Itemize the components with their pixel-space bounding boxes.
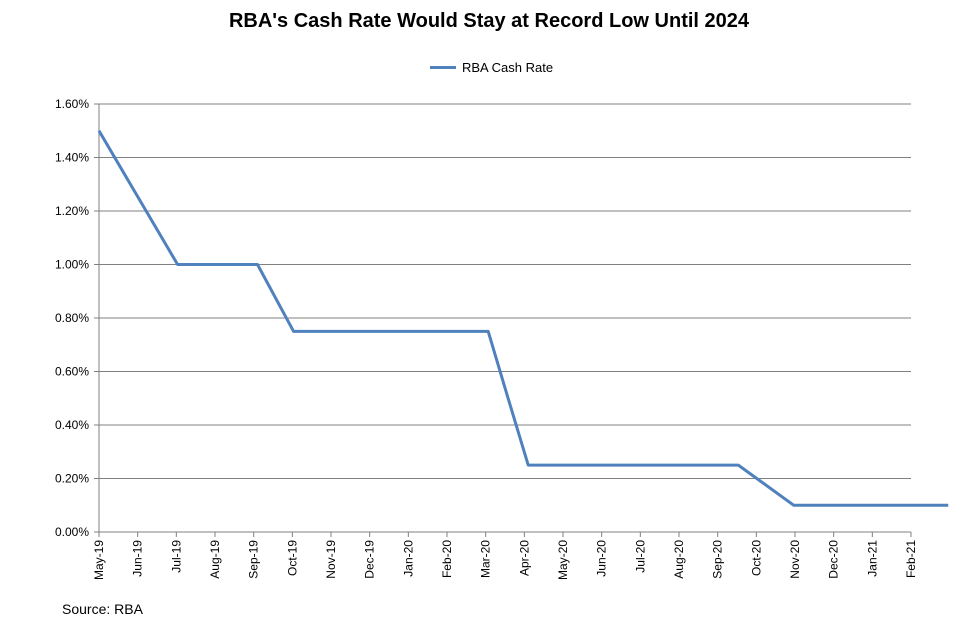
x-tick-label: Feb-20 xyxy=(440,540,454,578)
y-tick-label: 0.40% xyxy=(55,418,89,432)
legend: RBA Cash Rate xyxy=(430,58,553,76)
x-tick-label: Mar-20 xyxy=(479,540,493,578)
x-tick-label: Aug-19 xyxy=(208,540,222,579)
y-tick-label: 0.60% xyxy=(55,365,89,379)
x-tick-label: Dec-20 xyxy=(827,540,841,579)
x-tick-label: Jan-20 xyxy=(401,540,415,577)
x-tick-label: Nov-19 xyxy=(324,540,338,579)
x-tick-label: Oct-20 xyxy=(749,540,763,576)
series-line xyxy=(97,130,949,507)
x-tick-label: Jun-19 xyxy=(131,540,145,577)
y-tick-label: 0.20% xyxy=(55,472,89,486)
y-tick-label: 1.00% xyxy=(55,258,89,272)
y-tick-label: 0.00% xyxy=(55,525,89,539)
x-tick-label: Feb-21 xyxy=(904,540,918,578)
x-tick-label: Sep-19 xyxy=(247,540,261,579)
x-tick-label: Jul-19 xyxy=(169,540,183,573)
x-tick-label: Aug-20 xyxy=(672,540,686,579)
x-tick-label: Jul-20 xyxy=(633,540,647,573)
x-tick-label: Jun-20 xyxy=(595,540,609,577)
legend-swatch xyxy=(430,65,456,69)
x-tick-label: Jan-21 xyxy=(865,540,879,577)
x-tick-label: May-20 xyxy=(556,540,570,580)
x-tick-label: May-19 xyxy=(92,540,106,580)
x-tick-label: Dec-19 xyxy=(363,540,377,579)
x-tick-label: Apr-20 xyxy=(517,540,531,576)
legend-label: RBA Cash Rate xyxy=(462,59,554,75)
x-tick-label: Oct-19 xyxy=(285,540,299,576)
x-tick-label: Sep-20 xyxy=(711,540,725,579)
source-note: Source: RBA xyxy=(62,601,143,617)
x-tick-label: Nov-20 xyxy=(788,540,802,579)
y-tick-label: 1.40% xyxy=(55,151,89,165)
y-tick-label: 1.60% xyxy=(55,97,89,111)
y-tick-label: 0.80% xyxy=(55,311,89,325)
y-tick-label: 1.20% xyxy=(55,204,89,218)
chart-title: RBA's Cash Rate Would Stay at Record Low… xyxy=(228,10,750,32)
